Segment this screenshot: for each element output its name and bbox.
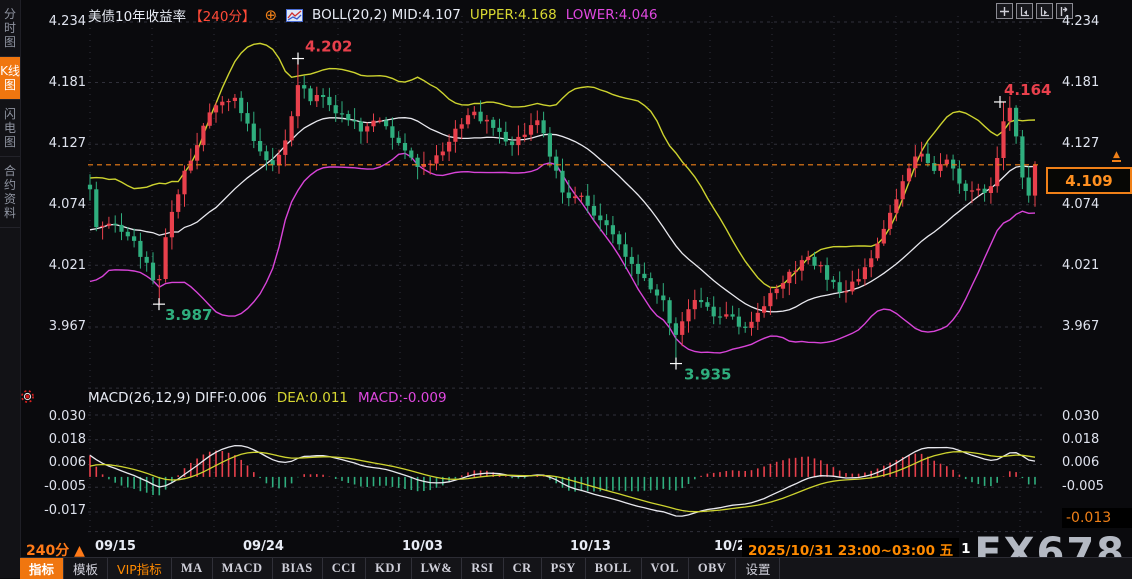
svg-text:4.202: 4.202 <box>305 38 352 56</box>
compress-axis-right-icon[interactable] <box>1036 3 1053 19</box>
expand-pane-icon[interactable] <box>1056 3 1073 19</box>
period-tag: 【240分】 <box>189 9 256 25</box>
toolbar-item-ma[interactable]: MA <box>172 558 213 579</box>
macd-axis-label: 0.018 <box>48 432 86 447</box>
time-tooltip: 2025/10/31 23:00~03:00 五 1 <box>742 538 971 560</box>
sidebar-item-time-chart[interactable]: 分时图 <box>0 0 20 57</box>
macd-header: MACD(26,12,9) DIFF:0.006 DEA:0.011 MACD:… <box>88 390 447 406</box>
toolbar-item-indicator[interactable]: 指标 <box>20 558 65 579</box>
price-label: 4.127 <box>1062 136 1100 151</box>
timeline-date: 10/2 <box>714 539 746 554</box>
macd-axis-label: -0.017 <box>44 503 86 518</box>
toolbar-item-lwr[interactable]: LW& <box>412 558 463 579</box>
time-tooltip-text: 2025/10/31 23:00~03:00 五 <box>742 538 960 560</box>
price-label: 4.127 <box>48 136 86 151</box>
current-price-badge: 4.109 <box>1046 167 1132 194</box>
timeline-date: 09/15 <box>95 539 136 554</box>
price-marker-icon: ▲ <box>1112 150 1121 162</box>
sidebar-item-contract-info[interactable]: 合约资料 <box>0 157 20 228</box>
instrument-title: 美债10年收益率 <box>88 9 187 25</box>
price-label: 4.074 <box>48 197 86 212</box>
macd-dea-label: DEA:0.011 <box>276 390 348 406</box>
compress-axis-left-icon[interactable] <box>1016 3 1033 19</box>
price-label: 4.181 <box>48 75 86 90</box>
window-controls <box>996 3 1073 19</box>
price-label: 4.021 <box>48 258 86 273</box>
toolbar-item-template[interactable]: 模板 <box>64 558 109 579</box>
macd-value-label: MACD:-0.009 <box>358 390 447 406</box>
macd-axis-label: -0.005 <box>1062 479 1104 494</box>
toolbar-item-cci[interactable]: CCI <box>323 558 367 579</box>
price-label: 3.967 <box>1062 319 1100 334</box>
time-tooltip-suffix: 1 <box>961 541 971 557</box>
toolbar-item-vol[interactable]: VOL <box>642 558 689 579</box>
toolbar-item-vip-indicator[interactable]: VIP指标 <box>108 558 172 579</box>
indicator-toolbar: 指标 模板 VIP指标 MA MACD BIAS CCI KDJ LW& RSI… <box>20 557 1132 579</box>
svg-text:3.987: 3.987 <box>165 306 212 324</box>
price-label: 4.021 <box>1062 258 1100 273</box>
toolbar-item-boll[interactable]: BOLL <box>586 558 642 579</box>
macd-axis-label: 0.006 <box>1062 455 1100 470</box>
macd-diff-label: MACD(26,12,9) DIFF:0.006 <box>88 390 267 406</box>
sidebar-item-kline-chart[interactable]: K线图 <box>0 57 20 100</box>
timeline-date: 10/13 <box>570 539 611 554</box>
period-selector[interactable]: 240分 ▲ <box>26 543 85 559</box>
sidebar-item-flash-chart[interactable]: 闪电图 <box>0 100 20 157</box>
timeline-date: 10/03 <box>402 539 443 554</box>
svg-text:3.935: 3.935 <box>684 366 731 384</box>
toolbar-item-kdj[interactable]: KDJ <box>366 558 412 579</box>
toolbar-item-cr[interactable]: CR <box>504 558 542 579</box>
toolbar-item-bias[interactable]: BIAS <box>273 558 323 579</box>
chart-type-icon[interactable] <box>286 8 304 22</box>
macd-current-badge: -0.013 <box>1062 508 1132 528</box>
svg-text:4.164: 4.164 <box>1004 81 1051 99</box>
price-label: 3.967 <box>48 319 86 334</box>
indicator-settings-icon[interactable] <box>20 389 35 408</box>
sidebar: 分时图 K线图 闪电图 合约资料 <box>0 0 21 578</box>
toolbar-item-psy[interactable]: PSY <box>542 558 586 579</box>
price-label: 4.234 <box>48 14 86 29</box>
macd-axis-label: 0.006 <box>48 455 86 470</box>
boll-indicator-label: BOLL(20,2) MID:4.107 <box>312 7 461 23</box>
add-indicator-icon[interactable]: ⊕ <box>264 5 278 24</box>
price-label: 4.074 <box>1062 197 1100 212</box>
timeline-date: 09/24 <box>243 539 284 554</box>
macd-axis-label: -0.005 <box>44 479 86 494</box>
toolbar-item-macd[interactable]: MACD <box>213 558 273 579</box>
chart-header: 美债10年收益率 【240分】 ⊕ BOLL(20,2) MID:4.107 UP… <box>88 5 657 25</box>
toolbar-item-rsi[interactable]: RSI <box>462 558 504 579</box>
boll-upper-label: UPPER:4.168 <box>469 7 557 23</box>
price-label: 4.234 <box>1062 14 1100 29</box>
toolbar-item-settings[interactable]: 设置 <box>736 558 781 579</box>
price-label: 4.181 <box>1062 75 1100 90</box>
toolbar-item-obv[interactable]: OBV <box>689 558 737 579</box>
macd-axis-label: 0.030 <box>1062 409 1100 424</box>
boll-lower-label: LOWER:4.046 <box>565 7 658 23</box>
macd-axis-label: 0.030 <box>48 409 86 424</box>
crosshair-icon[interactable] <box>996 3 1013 19</box>
macd-axis-label: 0.018 <box>1062 432 1100 447</box>
